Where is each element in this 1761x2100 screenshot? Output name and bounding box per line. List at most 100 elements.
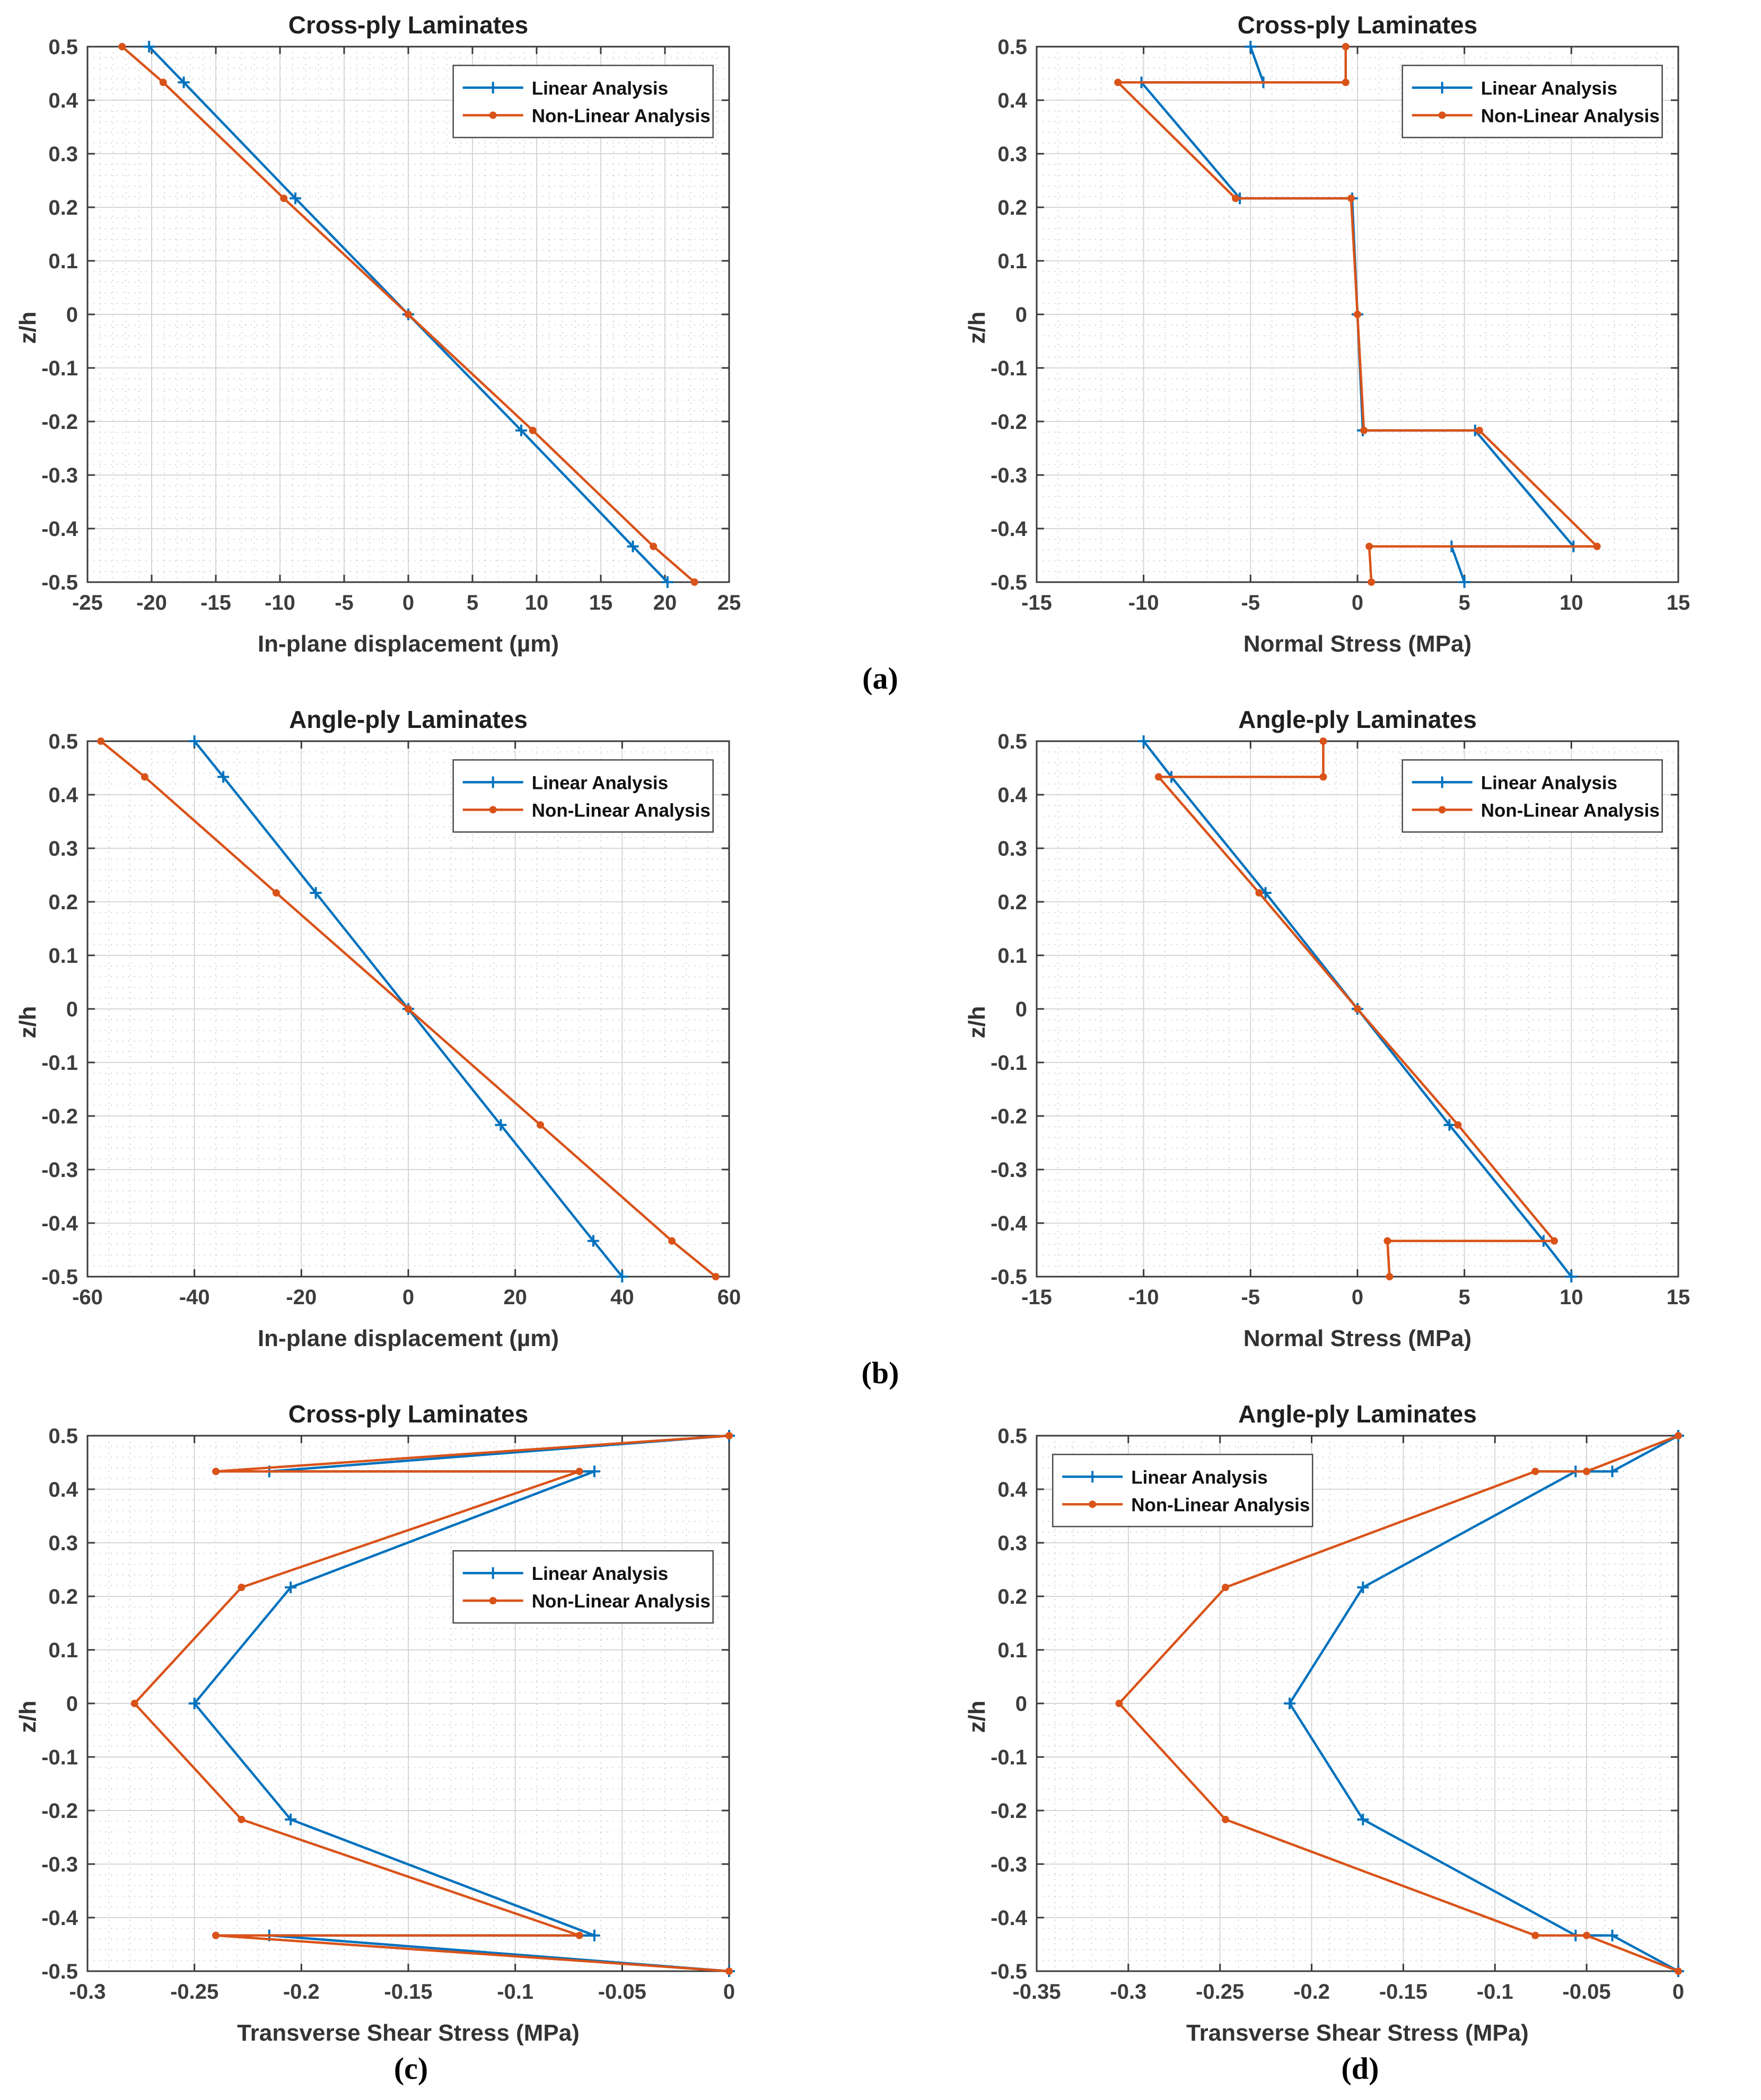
y-axis-label: z/h <box>15 311 41 344</box>
caption-a: (a) <box>862 661 898 696</box>
chart-title: Cross-ply Laminates <box>288 11 529 39</box>
svg-text:0.1: 0.1 <box>48 944 78 968</box>
svg-text:Linear Analysis: Linear Analysis <box>532 772 668 793</box>
plot-area-angle-ply-normal-stress: -15 -10 -5 0 5 10 15 0.5 0.4 0.3 0.2 0.1 0 -0.1 -0.2 -0… <box>991 730 1690 1309</box>
svg-text:-10: -10 <box>265 591 295 614</box>
y-axis-label: z/h <box>964 311 990 344</box>
svg-text:-0.1: -0.1 <box>991 1746 1027 1769</box>
svg-text:0.5: 0.5 <box>48 36 78 59</box>
svg-text:-5: -5 <box>1241 591 1260 614</box>
svg-text:-0.4: -0.4 <box>41 1906 78 1930</box>
svg-text:60: 60 <box>717 1286 741 1309</box>
svg-text:-0.2: -0.2 <box>991 410 1027 434</box>
svg-text:-0.2: -0.2 <box>41 410 78 434</box>
svg-text:0: 0 <box>66 303 78 327</box>
svg-text:-20: -20 <box>136 591 167 614</box>
svg-text:-40: -40 <box>179 1286 210 1309</box>
svg-text:-0.05: -0.05 <box>1563 1980 1611 2004</box>
x-axis-label: In-plane displacement (µm) <box>257 631 559 657</box>
svg-text:-0.5: -0.5 <box>991 1266 1027 1289</box>
chart-panel-cross-ply-displacement: Cross-ply Laminates z/h -25 -20 -15 -10 -5 0 5… <box>13 10 741 657</box>
svg-text:-0.1: -0.1 <box>497 1980 533 2004</box>
svg-text:0.2: 0.2 <box>48 1585 78 1609</box>
svg-text:0.1: 0.1 <box>997 1639 1027 1662</box>
svg-text:0.2: 0.2 <box>997 1585 1027 1609</box>
svg-text:20: 20 <box>653 591 677 614</box>
svg-text:0.3: 0.3 <box>997 1532 1027 1555</box>
chart-title: Angle-ply Laminates <box>289 706 528 733</box>
chart-panel-angle-ply-normal-stress: Angle-ply Laminates z/h -15 -10 -5 0 5 10 15 0.… <box>962 704 1690 1352</box>
svg-text:-0.4: -0.4 <box>991 517 1028 541</box>
svg-text:5: 5 <box>1459 1286 1470 1309</box>
svg-text:25: 25 <box>717 591 741 614</box>
chart-title: Cross-ply Laminates <box>288 1400 529 1428</box>
svg-text:Linear Analysis: Linear Analysis <box>1131 1467 1267 1488</box>
svg-text:-0.3: -0.3 <box>41 1853 78 1876</box>
svg-text:10: 10 <box>1560 591 1583 614</box>
svg-text:5: 5 <box>467 591 478 614</box>
svg-text:Non-Linear Analysis: Non-Linear Analysis <box>1481 800 1660 821</box>
y-axis-label: z/h <box>964 1006 990 1039</box>
caption-d: (d) <box>1341 2051 1379 2086</box>
svg-text:-0.3: -0.3 <box>991 1853 1027 1876</box>
svg-text:0.3: 0.3 <box>48 143 78 166</box>
svg-text:-0.05: -0.05 <box>598 1980 646 2004</box>
svg-text:-5: -5 <box>1241 1286 1260 1309</box>
svg-text:0: 0 <box>402 591 414 614</box>
svg-text:-0.3: -0.3 <box>41 1158 78 1182</box>
svg-text:-0.5: -0.5 <box>41 1960 78 1983</box>
svg-text:0.5: 0.5 <box>48 1425 78 1448</box>
svg-text:-0.2: -0.2 <box>41 1105 78 1128</box>
svg-text:-0.4: -0.4 <box>991 1906 1028 1930</box>
svg-text:0: 0 <box>1015 998 1027 1021</box>
svg-text:0: 0 <box>66 998 78 1021</box>
svg-text:-0.1: -0.1 <box>41 1051 78 1075</box>
svg-text:Non-Linear Analysis: Non-Linear Analysis <box>532 1591 711 1612</box>
chart-title: Angle-ply Laminates <box>1238 706 1477 733</box>
svg-text:-15: -15 <box>1021 1286 1052 1309</box>
svg-text:0.2: 0.2 <box>48 891 78 914</box>
svg-text:-15: -15 <box>1021 591 1052 614</box>
chart-panel-angle-ply-shear: Angle-ply Laminates z/h -0.35 -0.3 -0.25 -0… <box>962 1399 1684 2046</box>
svg-text:-0.5: -0.5 <box>41 1266 78 1289</box>
svg-text:0.5: 0.5 <box>997 1425 1027 1448</box>
svg-text:15: 15 <box>1667 1286 1690 1309</box>
x-axis-label: Transverse Shear Stress (MPa) <box>1186 2020 1529 2046</box>
svg-text:-0.5: -0.5 <box>991 571 1027 594</box>
svg-text:-0.4: -0.4 <box>41 517 78 541</box>
x-axis-label: Normal Stress (MPa) <box>1243 631 1472 657</box>
svg-text:10: 10 <box>525 591 549 614</box>
svg-text:0.5: 0.5 <box>48 730 78 753</box>
svg-text:5: 5 <box>1459 591 1470 614</box>
svg-text:-0.5: -0.5 <box>41 571 78 594</box>
x-axis-label: Normal Stress (MPa) <box>1243 1325 1472 1351</box>
svg-text:Non-Linear Analysis: Non-Linear Analysis <box>532 800 711 821</box>
x-axis-label: In-plane displacement (µm) <box>257 1325 559 1351</box>
plot-area-angle-ply-displacement: -60 -40 -20 0 20 40 60 0.5 0.4 0.3 0.2 0.1 0 -0.1 -0.2… <box>41 730 741 1309</box>
svg-text:0.2: 0.2 <box>997 891 1027 914</box>
svg-text:Linear Analysis: Linear Analysis <box>1481 772 1617 793</box>
svg-text:0: 0 <box>402 1286 414 1309</box>
svg-text:40: 40 <box>610 1286 634 1309</box>
svg-text:0: 0 <box>1352 591 1363 614</box>
svg-text:0: 0 <box>1015 303 1027 327</box>
svg-text:Non-Linear Analysis: Non-Linear Analysis <box>1481 106 1660 126</box>
svg-text:0.4: 0.4 <box>997 784 1027 807</box>
plot-area-cross-ply-displacement: -25 -20 -15 -10 -5 0 5 10 15 20 25 0.5 0.4 0.3 0.2 0.1 0… <box>41 36 741 614</box>
chart-panel-cross-ply-normal-stress: Cross-ply Laminates z/h -15 -10 -5 0 5 10 15 0.… <box>962 10 1690 657</box>
svg-text:-0.35: -0.35 <box>1012 1980 1061 2004</box>
svg-text:0.1: 0.1 <box>48 1639 78 1662</box>
svg-text:-0.1: -0.1 <box>1477 1980 1513 2004</box>
svg-text:20: 20 <box>503 1286 527 1309</box>
svg-text:-0.2: -0.2 <box>41 1799 78 1823</box>
svg-text:0.3: 0.3 <box>997 143 1027 166</box>
svg-text:0.4: 0.4 <box>48 1478 78 1501</box>
svg-text:15: 15 <box>589 591 613 614</box>
svg-text:-0.3: -0.3 <box>41 464 78 487</box>
svg-text:-0.2: -0.2 <box>1293 1980 1330 2004</box>
chart-title: Angle-ply Laminates <box>1238 1400 1477 1428</box>
svg-text:0.3: 0.3 <box>48 1532 78 1555</box>
svg-text:0.4: 0.4 <box>997 89 1027 112</box>
svg-text:0.5: 0.5 <box>997 730 1027 753</box>
